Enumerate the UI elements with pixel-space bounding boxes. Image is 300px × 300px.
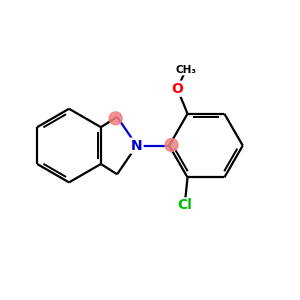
Text: O: O xyxy=(171,82,183,96)
Text: Cl: Cl xyxy=(177,198,192,212)
Circle shape xyxy=(109,112,122,125)
Text: CH₃: CH₃ xyxy=(176,64,197,74)
Text: N: N xyxy=(131,139,142,153)
Circle shape xyxy=(165,139,178,152)
